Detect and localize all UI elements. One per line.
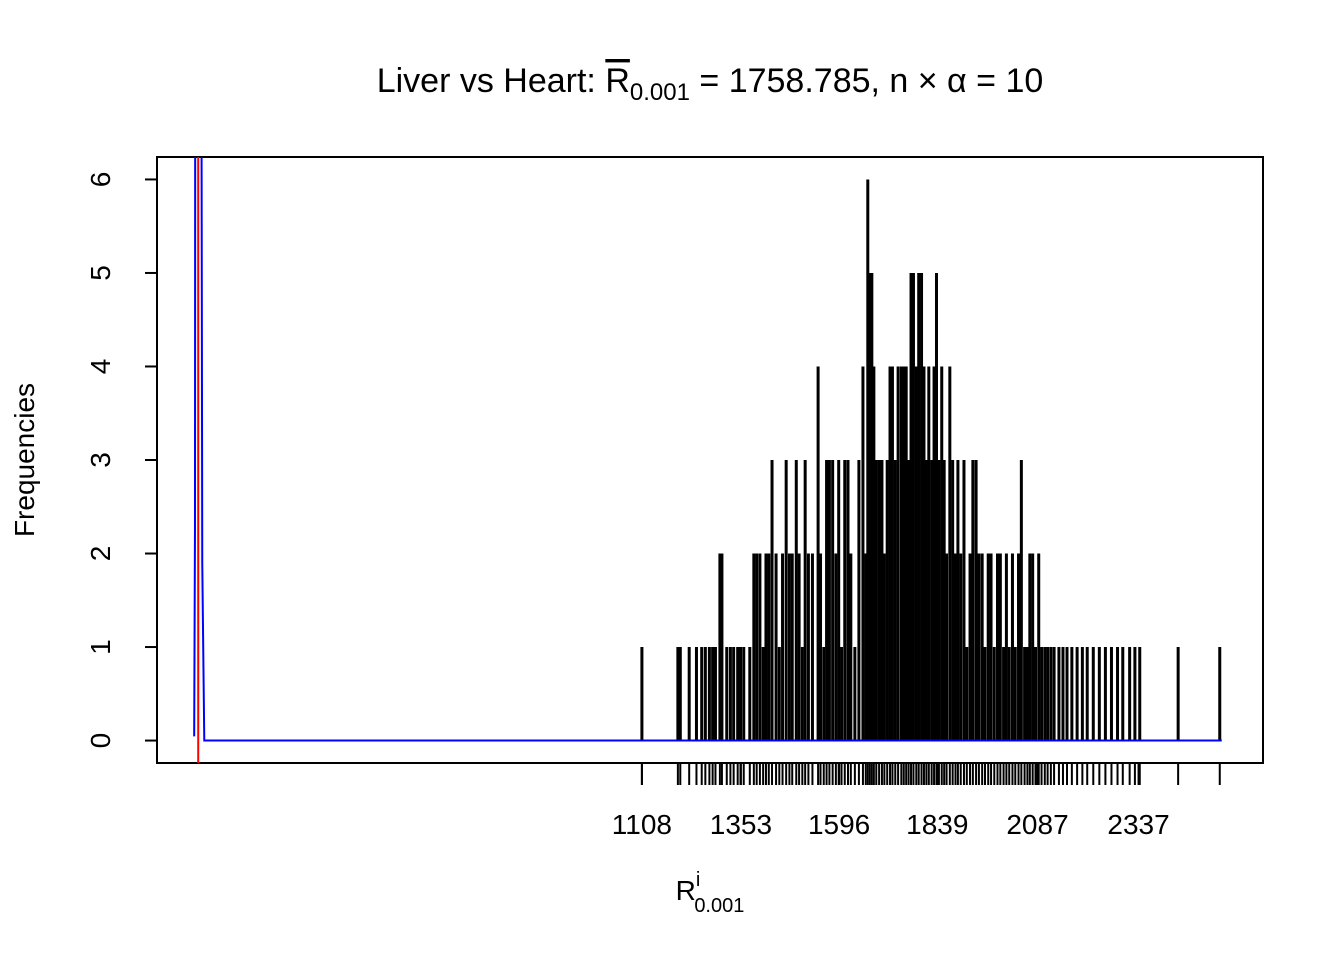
x-tick-label: 2337 xyxy=(1107,809,1169,840)
density-curve xyxy=(193,157,1222,742)
y-tick-label: 3 xyxy=(85,452,116,468)
chart-title: Liver vs Heart: R0.001 = 1758.785, n × α… xyxy=(377,62,1044,106)
y-tick-label: 1 xyxy=(85,639,116,655)
y-tick-label: 6 xyxy=(85,172,116,188)
x-label-superscript: i xyxy=(696,869,700,891)
title-symbol: R xyxy=(605,62,630,100)
y-tick-label: 2 xyxy=(85,546,116,562)
x-tick-label: 1108 xyxy=(612,809,672,840)
plot-area xyxy=(193,157,1222,763)
title-suffix: = 1758.785, n × α = 10 xyxy=(690,62,1043,100)
x-label-symbol: R xyxy=(676,875,696,906)
x-tick-label: 2087 xyxy=(1006,809,1068,840)
y-tick-label: 5 xyxy=(85,265,116,281)
y-axis-label: Frequencies xyxy=(9,383,40,537)
x-axis-label: Ri 0.001 xyxy=(676,869,745,917)
y-tick-label: 4 xyxy=(85,359,116,375)
title-subscript: 0.001 xyxy=(630,79,690,106)
x-tick-label: 1839 xyxy=(906,809,968,840)
x-tick-label: 1596 xyxy=(808,809,870,840)
y-tick-label: 0 xyxy=(85,733,116,749)
title-prefix: Liver vs Heart: xyxy=(377,62,606,100)
x-tick-label: 1353 xyxy=(710,809,772,840)
x-label-subscript: 0.001 xyxy=(694,895,744,917)
